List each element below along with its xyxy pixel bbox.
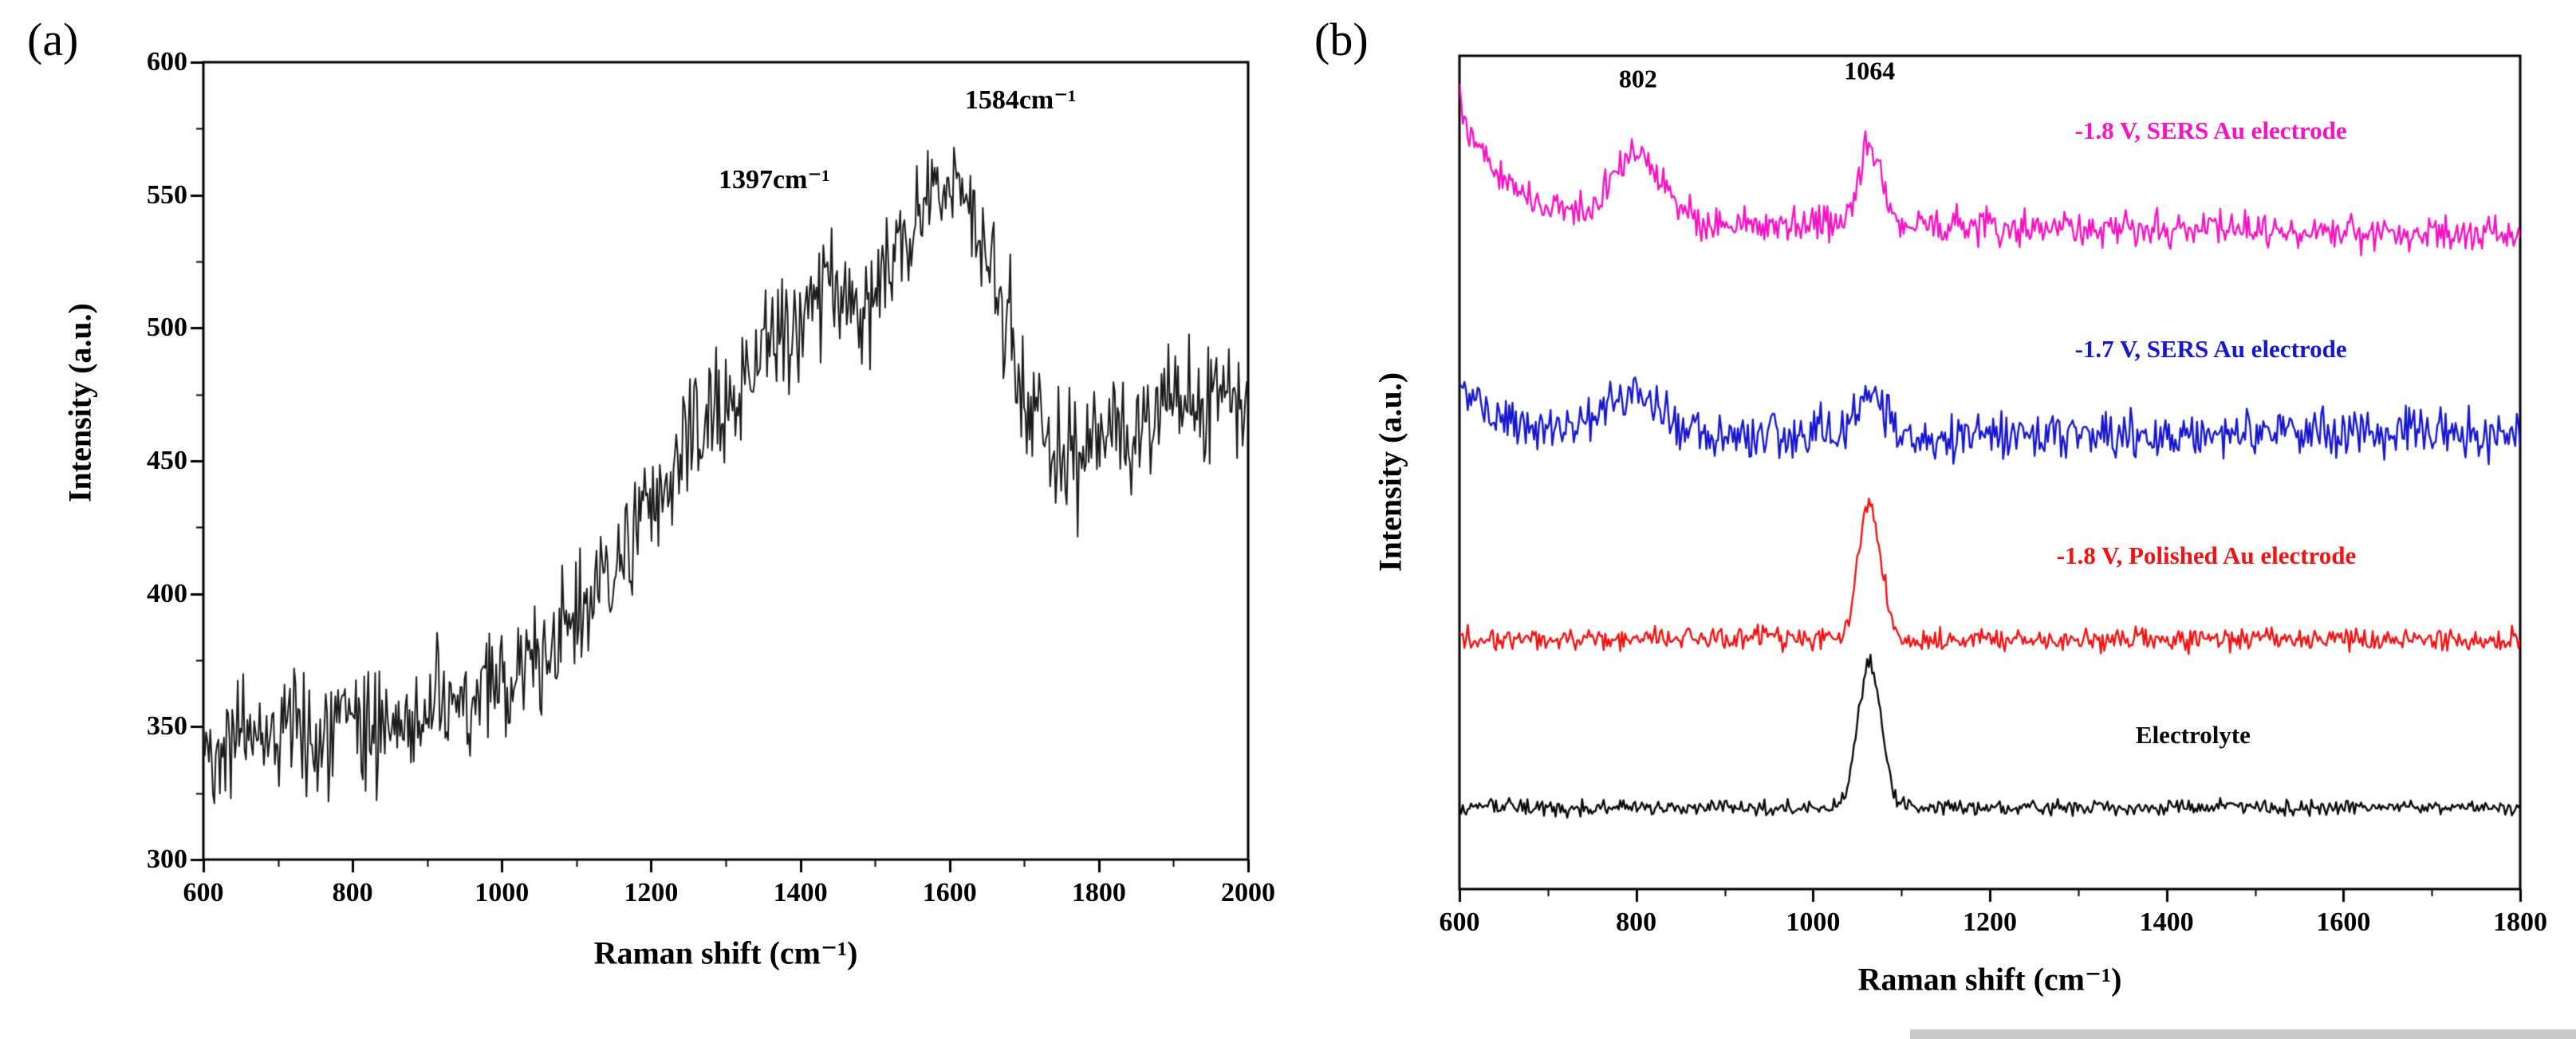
x-tick-label-1200: 1200 [624,878,679,907]
panel-a-raman-spectrum: (a) Raman shift (cm⁻¹) Intensity (a.u.) … [0,0,1308,1039]
y-tick-label-400: 400 [147,578,187,608]
panel-a-plot-canvas [0,0,1308,1039]
y-tick-label-450: 450 [147,446,187,475]
x-tick-label-2000: 2000 [1221,878,1275,907]
series-label-1: -1.8 V, Polished Au electrode [2056,541,2357,569]
series-label-2: -1.7 V, SERS Au electrode [2074,334,2347,363]
panel-b-raman-spectra: (b) Raman shift (cm⁻¹) Intensity (a.u.) … [1308,0,2576,1039]
panel-a-y-axis-title: Intensity (a.u.) [61,302,98,503]
x-tick-label-1000: 1000 [1786,907,1841,937]
x-tick-label-1600: 1600 [2316,907,2371,937]
x-tick-label-800: 800 [1616,907,1657,937]
series-label-0: Electrolyte [2135,720,2251,749]
x-tick-label-800: 800 [332,878,373,907]
x-tick-label-1000: 1000 [475,878,530,907]
y-tick-label-300: 300 [147,844,187,874]
panel-b-plot-canvas [1308,0,2576,1039]
y-tick-label-600: 600 [147,47,187,77]
panel-a-label: (a) [27,14,79,65]
y-tick-label-550: 550 [147,179,187,210]
peak-wavenumber-label-0: 802 [1618,64,1657,93]
scan-artifact-strip [1910,1029,2576,1039]
y-tick-label-350: 350 [147,711,187,742]
peak-annotation-1: 1584cm⁻¹ [964,85,1077,115]
x-tick-label-1400: 1400 [773,878,828,907]
x-tick-label-600: 600 [183,878,224,907]
panel-b-x-axis-title: Raman shift (cm⁻¹) [1857,961,2122,998]
panel-b-label: (b) [1314,14,1369,65]
peak-wavenumber-label-1: 1064 [1844,56,1896,85]
x-tick-label-1200: 1200 [1963,907,2017,937]
y-tick-label-500: 500 [147,313,187,343]
x-tick-label-1400: 1400 [2139,907,2194,937]
x-tick-label-1600: 1600 [922,878,977,907]
x-tick-label-1800: 1800 [2493,907,2547,937]
x-tick-label-600: 600 [1439,907,1480,937]
x-tick-label-1800: 1800 [1071,878,1126,907]
panel-a-x-axis-title: Raman shift (cm⁻¹) [593,935,858,971]
panel-b-y-axis-title: Intensity (a.u.) [1372,372,1408,573]
series-label-3: -1.8 V, SERS Au electrode [2074,116,2347,145]
peak-annotation-0: 1397cm⁻¹ [719,164,830,195]
